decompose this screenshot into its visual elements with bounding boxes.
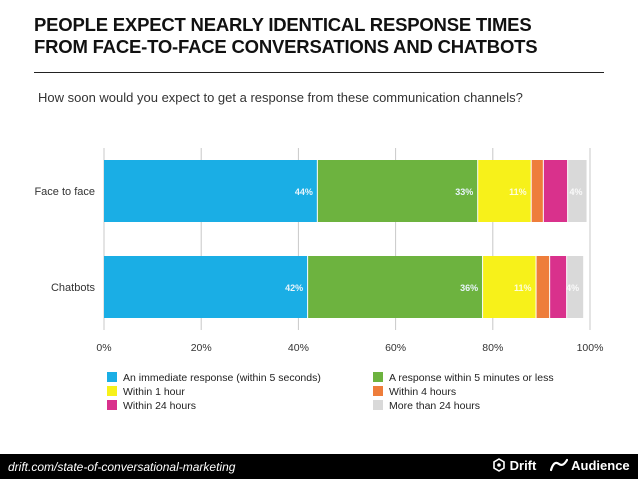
x-tick-label: 0% — [96, 342, 111, 354]
data-label: 11% — [509, 187, 527, 197]
legend-item: Within 1 hour — [107, 385, 185, 399]
chart-title-line-2: FROM FACE-TO-FACE CONVERSATIONS AND CHAT… — [34, 36, 538, 57]
legend-swatch — [107, 386, 117, 396]
legend-label: Within 4 hours — [389, 386, 457, 398]
source-url[interactable]: drift.com/state-of-conversational-market… — [8, 460, 236, 474]
category-label: Chatbots — [51, 282, 96, 294]
x-tick-label: 40% — [288, 342, 309, 354]
bar-segment — [531, 160, 543, 222]
drift-logo: Drift — [492, 458, 536, 474]
data-label: 36% — [460, 283, 478, 293]
legend-item: A response within 5 minutes or less — [373, 371, 554, 385]
data-label: 33% — [455, 187, 473, 197]
bar-segment — [536, 256, 550, 318]
x-tick-label: 20% — [191, 342, 212, 354]
legend-swatch — [373, 400, 383, 410]
audience-logo-icon — [549, 458, 569, 472]
chart-title: PEOPLE EXPECT NEARLY IDENTICAL RESPONSE … — [34, 14, 538, 58]
data-label: 44% — [295, 187, 313, 197]
bar-segment — [483, 256, 536, 318]
data-label: 4% — [566, 283, 579, 293]
legend-label: Within 24 hours — [123, 400, 196, 412]
drift-logo-icon — [493, 458, 505, 472]
chart-subtitle: How soon would you expect to get a respo… — [38, 90, 523, 105]
legend-swatch — [107, 400, 117, 410]
x-tick-label: 60% — [385, 342, 406, 354]
legend-item: An immediate response (within 5 seconds) — [107, 371, 321, 385]
footer-bar: drift.com/state-of-conversational-market… — [0, 454, 638, 479]
legend-label: More than 24 hours — [389, 400, 481, 412]
bar-segment — [317, 160, 478, 222]
bar-segment — [308, 256, 483, 318]
data-label: 11% — [514, 283, 532, 293]
legend-item: Within 24 hours — [107, 399, 196, 413]
data-label: 42% — [285, 283, 303, 293]
legend-item: Within 4 hours — [373, 385, 456, 399]
legend-label: An immediate response (within 5 seconds) — [123, 372, 321, 384]
bar-segment — [478, 160, 531, 222]
legend-label: Within 1 hour — [123, 386, 185, 398]
drift-logo-text: Drift — [509, 458, 537, 473]
bar-segment — [550, 256, 567, 318]
legend-swatch — [373, 386, 383, 396]
legend-label: A response within 5 minutes or less — [389, 372, 554, 384]
title-divider — [34, 72, 604, 73]
bar-segment — [104, 160, 317, 222]
legend-swatch — [373, 372, 383, 382]
legend-swatch — [107, 372, 117, 382]
legend-item: More than 24 hours — [373, 399, 480, 413]
data-label: 4% — [570, 187, 583, 197]
x-tick-label: 80% — [482, 342, 503, 354]
bar-segment — [568, 160, 587, 222]
chart-title-line-1: PEOPLE EXPECT NEARLY IDENTICAL RESPONSE … — [34, 14, 532, 35]
x-tick-label: 100% — [577, 342, 604, 354]
bar-segment — [104, 256, 308, 318]
bar-segment — [543, 160, 568, 222]
audience-logo: Audience — [549, 458, 630, 474]
audience-logo-text: Audience — [571, 458, 630, 473]
bar-segment — [567, 256, 584, 318]
category-label: Face to face — [34, 186, 95, 198]
